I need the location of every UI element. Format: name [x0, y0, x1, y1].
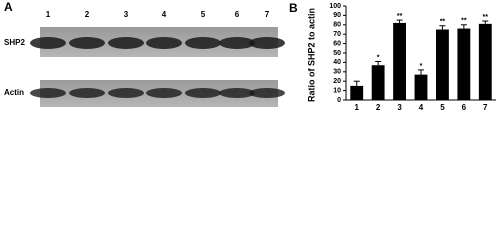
lane-label: 1	[46, 10, 51, 19]
bar	[436, 29, 449, 100]
band	[146, 88, 182, 98]
row-label: Actin	[4, 88, 24, 97]
panel-label: A	[4, 0, 13, 14]
band	[108, 37, 144, 49]
lane-label: 3	[124, 10, 129, 19]
x-tick-label: 4	[419, 103, 424, 112]
band	[30, 88, 66, 98]
band	[146, 37, 182, 49]
x-tick-label: 1	[354, 103, 359, 112]
y-tick-label: 60	[333, 40, 341, 47]
bands	[30, 37, 285, 98]
x-tick-label: 7	[483, 103, 488, 112]
y-tick-label: 90	[333, 12, 341, 19]
band	[219, 37, 255, 49]
lane-label: 2	[85, 10, 90, 19]
y-tick-label: 30	[333, 69, 341, 76]
bar	[414, 74, 428, 100]
figure: A SHP2 Actin B Ratio of SHP2 to actin 1 2…	[4, 0, 496, 112]
y-tick-label: 0	[337, 97, 341, 104]
lane-label: 7	[265, 10, 270, 19]
band	[69, 88, 105, 98]
x-tick-label: 6	[462, 103, 467, 112]
lane-label: 6	[235, 10, 240, 19]
y-tick-label: 70	[333, 31, 341, 38]
row-label: SHP2	[4, 38, 25, 47]
bar	[393, 22, 406, 101]
band	[108, 88, 144, 98]
band	[185, 37, 221, 49]
significance: *	[420, 63, 423, 70]
band	[249, 88, 285, 98]
band	[30, 37, 66, 49]
y-tick-label: 100	[329, 3, 341, 10]
band	[185, 88, 221, 98]
x-tick-label: 2	[376, 103, 381, 112]
x-tick-label: 5	[440, 103, 445, 112]
panel-label: B	[289, 1, 298, 15]
y-tick-label: 80	[333, 22, 341, 29]
significance: **	[440, 19, 446, 26]
significance: **	[461, 18, 467, 25]
band	[249, 37, 285, 49]
significance: *	[377, 54, 380, 61]
y-tick-label: 50	[333, 50, 341, 57]
significance: **	[397, 13, 403, 20]
lane-label: 5	[201, 10, 206, 19]
x-tick-label: 3	[397, 103, 402, 112]
y-tick-label: 40	[333, 59, 341, 66]
bar	[457, 28, 471, 101]
y-tick-label: 10	[333, 87, 341, 94]
bar	[371, 65, 385, 100]
significance: **	[483, 14, 489, 21]
lane-label: 4	[162, 10, 167, 19]
bar	[350, 85, 364, 100]
bar	[478, 23, 492, 100]
y-axis-label: Ratio of SHP2 to actin	[306, 8, 316, 102]
band	[219, 88, 255, 98]
y-tick-label: 20	[333, 78, 341, 85]
band	[69, 37, 105, 49]
